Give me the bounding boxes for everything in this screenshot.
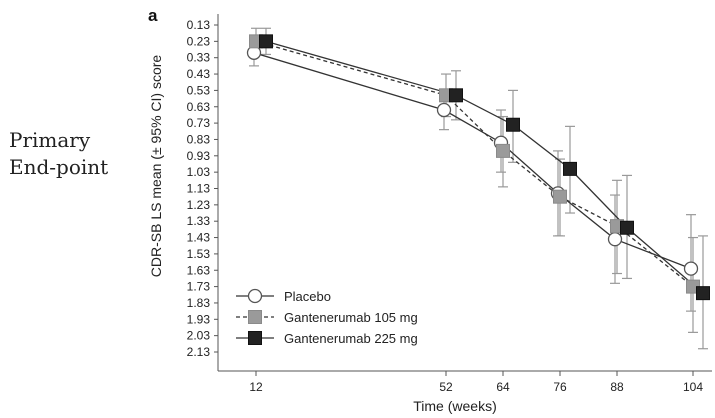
data-point (620, 220, 634, 235)
data-point (436, 102, 452, 118)
y-tick-label: 1.53 (187, 247, 211, 261)
x-axis-title: Time (weeks) (413, 398, 497, 414)
y-tick-label: 1.33 (187, 214, 211, 228)
series-lines (253, 40, 704, 294)
data-point (496, 143, 510, 158)
legend-label: Placebo (284, 289, 331, 304)
x-tick-label: 52 (439, 380, 453, 394)
series-markers (246, 34, 710, 301)
data-point (683, 261, 699, 276)
data-point (696, 286, 710, 301)
legend-marker (248, 310, 262, 324)
y-tick-label: 1.93 (187, 312, 211, 326)
y-tick-label: 1.03 (187, 165, 211, 179)
y-tick-label: 0.33 (187, 51, 211, 65)
legend-label: Gantenerumab 105 mg (284, 310, 418, 325)
y-tick-label: 0.83 (187, 132, 211, 146)
y-tick-label: 0.53 (187, 83, 211, 97)
y-tick-label: 0.43 (187, 67, 211, 81)
panel-label: a (148, 6, 158, 25)
data-point (506, 117, 520, 132)
data-point (553, 189, 567, 204)
y-tick-label: 2.03 (187, 329, 211, 343)
data-point (563, 161, 577, 176)
data-point (449, 88, 463, 103)
x-tick-label: 76 (553, 380, 567, 394)
y-tick-label: 1.73 (187, 280, 211, 294)
x-tick-label: 104 (683, 380, 703, 394)
y-tick-label: 2.13 (187, 345, 211, 359)
y-axis-title: CDR-SB LS mean (± 95% CI) score (148, 55, 164, 278)
y-tick-label: 0.73 (187, 116, 211, 130)
y-tick-label: 1.43 (187, 231, 211, 245)
series-line (253, 52, 692, 270)
data-point (259, 34, 273, 49)
y-tick-label: 0.63 (187, 100, 211, 114)
y-tick-label: 0.13 (187, 18, 211, 32)
primary-endpoint-label: Primary End-point (9, 127, 139, 181)
y-tick-label: 1.23 (187, 198, 211, 212)
x-tick-label: 12 (249, 380, 263, 394)
legend-marker (247, 288, 263, 304)
data-point (607, 232, 623, 247)
legend-label: Gantenerumab 225 mg (284, 331, 418, 346)
x-tick-label: 64 (496, 380, 510, 394)
y-tick-label: 0.23 (187, 34, 211, 48)
series-line (255, 40, 694, 288)
x-tick-label: 88 (610, 380, 624, 394)
y-tick-label: 1.13 (187, 182, 211, 196)
y-tick-label: 1.83 (187, 296, 211, 310)
side-label-line1: Primary (9, 128, 91, 152)
y-tick-label: 1.63 (187, 263, 211, 277)
side-label-line2: End-point (9, 155, 109, 179)
chart-legend: Placebo Gantenerumab 105 mg Gantenerumab 2… (236, 288, 418, 346)
series-line (265, 40, 704, 294)
chart-axes: 0.13 0.23 0.33 0.43 0.53 0.63 0.73 0.83 0.93 1.03… (187, 14, 712, 394)
y-tick-label: 0.93 (187, 149, 211, 163)
legend-marker (248, 331, 262, 345)
